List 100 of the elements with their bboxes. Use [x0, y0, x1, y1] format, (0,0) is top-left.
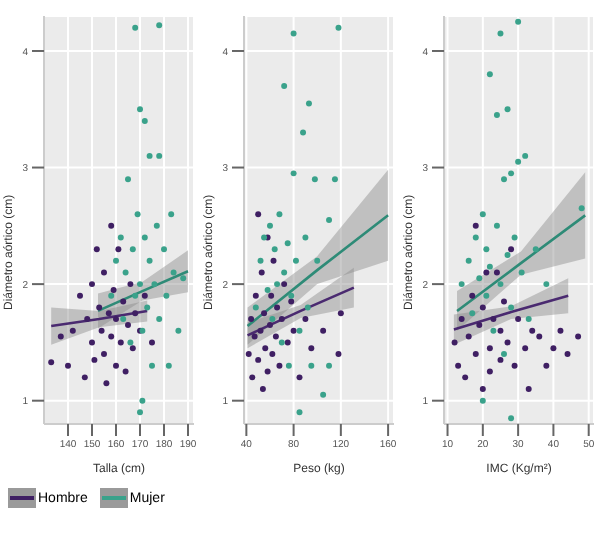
point [290, 170, 297, 177]
point [144, 304, 151, 311]
point [98, 327, 105, 334]
point [493, 112, 500, 119]
point [156, 316, 163, 323]
point [314, 257, 321, 264]
point [115, 246, 122, 253]
point [103, 380, 110, 387]
point [105, 310, 112, 317]
point [257, 327, 264, 334]
point [300, 129, 307, 136]
point [515, 158, 522, 165]
point [501, 298, 507, 305]
point [465, 257, 472, 264]
point [472, 222, 479, 229]
point [508, 415, 515, 422]
point [258, 269, 265, 276]
point [161, 246, 167, 253]
point [89, 281, 95, 288]
point [267, 321, 273, 328]
point [501, 176, 507, 183]
point [93, 246, 100, 253]
point [308, 345, 315, 352]
point [543, 281, 550, 288]
point [261, 310, 268, 317]
point [91, 356, 98, 363]
point [268, 292, 275, 299]
point [264, 286, 271, 293]
point [257, 257, 264, 264]
point [508, 170, 515, 177]
point [113, 316, 119, 323]
point [458, 316, 465, 323]
point [497, 281, 504, 288]
point [472, 351, 479, 358]
point [132, 24, 139, 31]
point [274, 304, 281, 311]
point [511, 234, 518, 241]
point [486, 368, 493, 375]
point [65, 362, 71, 369]
point [146, 152, 153, 159]
point [497, 327, 504, 334]
point [255, 356, 262, 363]
point [141, 117, 148, 124]
point [550, 345, 557, 352]
point [490, 327, 497, 334]
point [504, 106, 511, 113]
point [270, 257, 277, 264]
point [125, 321, 131, 328]
point [479, 386, 486, 393]
point [483, 269, 490, 276]
point [462, 374, 469, 381]
point [156, 152, 163, 159]
point [337, 310, 344, 317]
point [578, 205, 585, 212]
point [89, 339, 95, 346]
point [575, 333, 582, 340]
point [476, 275, 483, 282]
point [490, 316, 497, 323]
point [267, 222, 273, 229]
point [129, 246, 136, 253]
point [493, 222, 500, 229]
point [288, 298, 295, 305]
point [311, 176, 318, 183]
point [486, 263, 493, 270]
point [472, 234, 479, 241]
point [529, 327, 536, 334]
point [120, 298, 127, 305]
point [486, 345, 493, 352]
point [543, 362, 550, 369]
point [264, 368, 271, 375]
point [493, 269, 500, 276]
point [455, 362, 462, 369]
point [269, 316, 276, 323]
point [276, 211, 283, 218]
point [302, 316, 309, 323]
point [108, 292, 115, 299]
point [320, 391, 327, 398]
point [117, 234, 124, 241]
point [271, 246, 278, 253]
point [479, 397, 486, 404]
point [281, 82, 288, 89]
point [122, 368, 129, 375]
point [465, 333, 472, 340]
point [141, 292, 148, 299]
point [483, 292, 490, 299]
point [110, 286, 117, 293]
point [497, 356, 504, 363]
point [504, 251, 511, 258]
point [525, 316, 532, 323]
point [81, 374, 88, 381]
point [251, 333, 258, 340]
point [292, 257, 299, 264]
point [522, 345, 529, 352]
point [501, 351, 507, 358]
point [278, 316, 285, 323]
point [108, 222, 115, 229]
point [139, 397, 146, 404]
point [141, 234, 148, 241]
point [146, 257, 153, 264]
point [137, 281, 143, 288]
